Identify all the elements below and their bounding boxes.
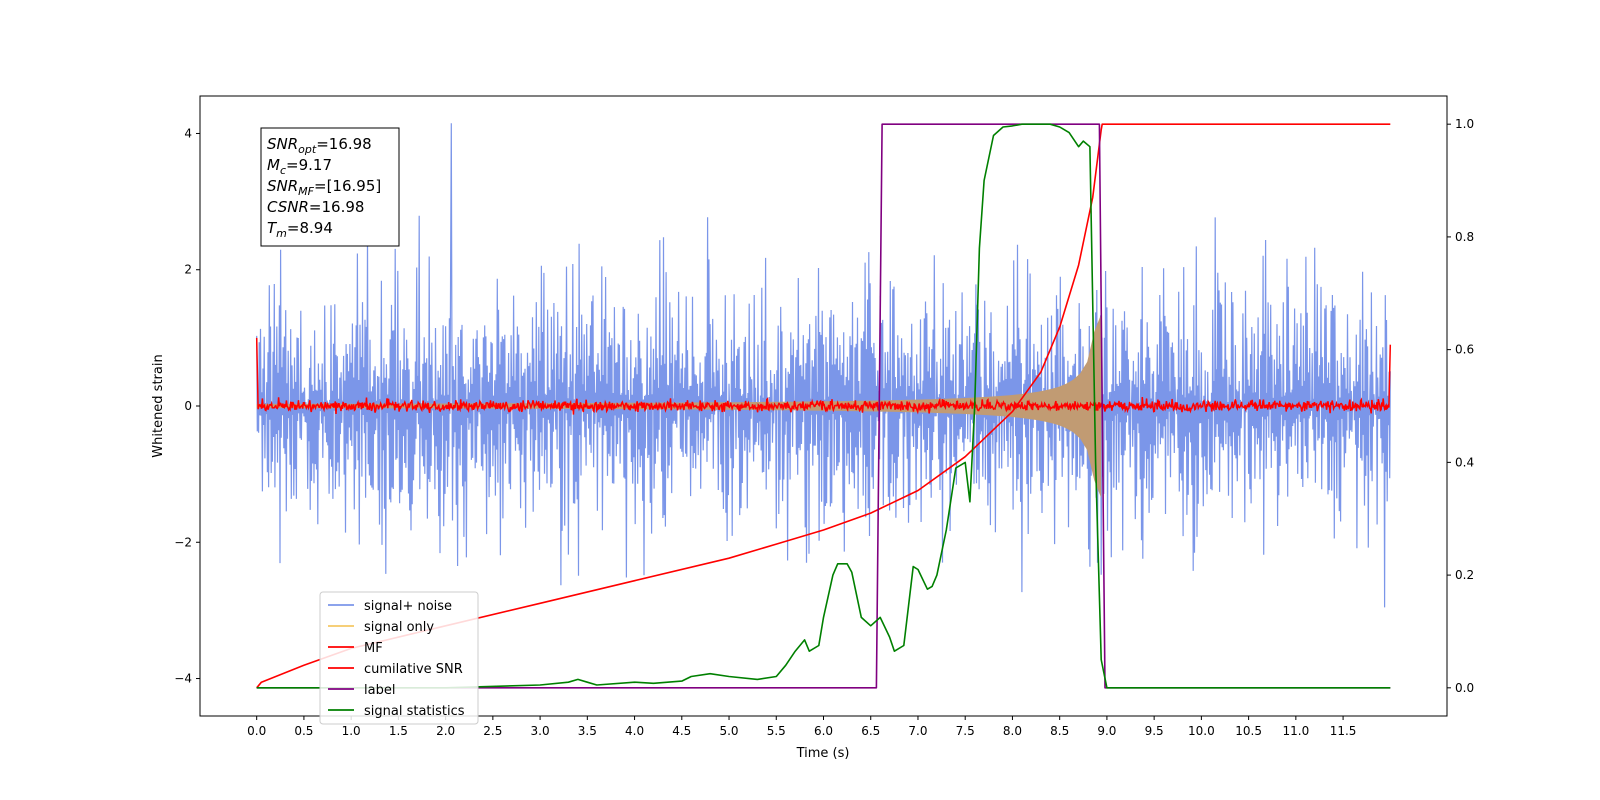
y-axis-label: Whitened strain [151, 354, 166, 457]
x-tick-label: 11.5 [1330, 724, 1357, 738]
x-tick-label: 7.0 [908, 724, 927, 738]
y-tick-label: 0 [184, 399, 192, 413]
legend-frame [319, 591, 479, 725]
series-signal-noise [256, 123, 1391, 608]
x-tick-label: 4.5 [672, 724, 691, 738]
series-signal-statistics [256, 123, 1391, 689]
y2-tick-label: 0.8 [1455, 230, 1474, 244]
x-tick-label: 6.0 [814, 724, 833, 738]
axes-layer: 0.0 0.5 1.0 1.5 2.0 2.5 3.0 3.5 4.0 4.5 5.0 5.5 6.0 6… [174, 117, 1474, 738]
legend-entry: MF [364, 641, 383, 656]
annotation-line: Tm=8.94 [267, 219, 333, 240]
x-tick-label: 5.5 [767, 724, 786, 738]
y2-tick-label: 0.4 [1455, 455, 1474, 469]
x-tick-label: 6.5 [861, 724, 880, 738]
x-tick-label: 10.5 [1235, 724, 1262, 738]
y-tick-label: 2 [184, 263, 192, 277]
x-tick-label: 7.5 [956, 724, 975, 738]
x-tick-label: 1.0 [342, 724, 361, 738]
annotation-box: SNRopt=16.98Mc=9.17SNRMF=[16.95]CSNR=16.… [260, 127, 400, 247]
legend-entry: cumilative SNR [364, 662, 463, 677]
x-tick-label: 3.0 [531, 724, 550, 738]
legend: signal+ noise signal only MF cumilative SNR… [319, 591, 479, 725]
x-tick-label: 0.5 [294, 724, 313, 738]
x-tick-label: 4.0 [625, 724, 644, 738]
x-tick-label: 3.5 [578, 724, 597, 738]
x-axis-label: Time (s) [796, 746, 850, 761]
legend-entry: signal statistics [364, 704, 465, 719]
y2-tick-label: 0.2 [1455, 568, 1474, 582]
x-tick-label: 5.0 [719, 724, 738, 738]
x-tick-label: 11.0 [1282, 724, 1309, 738]
y2-tick-label: 0.6 [1455, 343, 1474, 357]
legend-entry: label [364, 683, 395, 698]
y2-tick-label: 1.0 [1455, 117, 1474, 131]
x-tick-label: 9.5 [1145, 724, 1164, 738]
annotation-frame [260, 127, 400, 247]
legend-entry: signal+ noise [364, 599, 452, 614]
legend-entry: signal only [364, 620, 434, 635]
x-tick-label: 2.0 [436, 724, 455, 738]
annotation-line: SNRopt=16.98 [267, 135, 372, 156]
annotation-line: SNRMF=[16.95] [267, 177, 381, 198]
y2-tick-label: 0.0 [1455, 681, 1474, 695]
annotation-line: Mc=9.17 [267, 156, 332, 177]
x-tick-label: 8.5 [1050, 724, 1069, 738]
y-tick-label: −2 [174, 535, 192, 549]
x-tick-label: 8.0 [1003, 724, 1022, 738]
x-tick-label: 9.0 [1097, 724, 1116, 738]
x-tick-label: 10.0 [1188, 724, 1215, 738]
y-tick-label: 4 [184, 126, 192, 140]
y-tick-label: −4 [174, 672, 192, 686]
series-mf [255, 337, 1392, 415]
x-tick-label: 2.5 [483, 724, 502, 738]
annotation-line: CSNR=16.98 [267, 198, 364, 216]
x-tick-label: 1.5 [389, 724, 408, 738]
x-tick-label: 0.0 [247, 724, 266, 738]
